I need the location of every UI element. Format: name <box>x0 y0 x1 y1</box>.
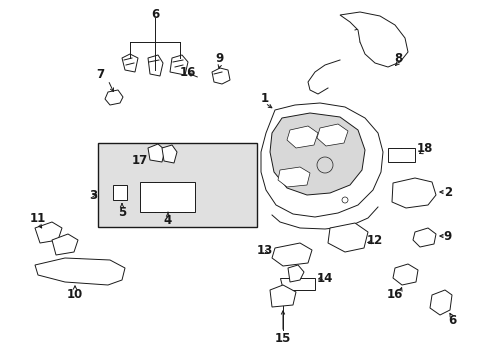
Polygon shape <box>269 285 295 307</box>
Polygon shape <box>286 126 317 148</box>
Text: 6: 6 <box>447 314 455 327</box>
Polygon shape <box>35 258 125 285</box>
Polygon shape <box>287 265 304 282</box>
Text: 14: 14 <box>316 271 332 284</box>
Polygon shape <box>271 243 311 266</box>
Text: 3: 3 <box>89 189 97 202</box>
Text: 16: 16 <box>180 66 196 78</box>
Text: 18: 18 <box>416 141 432 154</box>
Text: 2: 2 <box>443 185 451 198</box>
Text: 5: 5 <box>118 206 126 219</box>
Text: 12: 12 <box>366 234 382 247</box>
Polygon shape <box>140 182 195 212</box>
Text: 15: 15 <box>274 332 290 345</box>
Polygon shape <box>162 145 177 163</box>
Polygon shape <box>170 55 187 75</box>
Polygon shape <box>387 148 414 162</box>
Polygon shape <box>327 223 367 252</box>
Polygon shape <box>339 12 407 67</box>
Text: 13: 13 <box>256 243 273 256</box>
Polygon shape <box>212 68 229 84</box>
Text: 9: 9 <box>443 230 451 243</box>
Text: 1: 1 <box>261 91 268 104</box>
Text: 4: 4 <box>163 213 172 226</box>
Text: 11: 11 <box>30 212 46 225</box>
Polygon shape <box>280 278 314 290</box>
Polygon shape <box>52 234 78 255</box>
Polygon shape <box>105 90 123 105</box>
Polygon shape <box>261 103 382 217</box>
Text: 17: 17 <box>132 153 148 166</box>
Text: 9: 9 <box>215 51 224 64</box>
FancyBboxPatch shape <box>98 143 257 227</box>
Polygon shape <box>269 113 364 195</box>
Text: 16: 16 <box>386 288 403 302</box>
Text: 7: 7 <box>96 68 104 81</box>
Polygon shape <box>35 222 62 243</box>
Polygon shape <box>429 290 451 315</box>
Polygon shape <box>148 55 163 76</box>
Polygon shape <box>278 167 309 187</box>
Polygon shape <box>391 178 435 208</box>
Polygon shape <box>392 264 417 285</box>
Polygon shape <box>316 124 347 146</box>
Text: 10: 10 <box>67 288 83 302</box>
Text: 6: 6 <box>151 8 159 21</box>
Polygon shape <box>412 228 435 247</box>
Polygon shape <box>113 185 127 200</box>
Polygon shape <box>148 144 164 162</box>
Text: 8: 8 <box>393 51 401 64</box>
Polygon shape <box>122 54 138 72</box>
